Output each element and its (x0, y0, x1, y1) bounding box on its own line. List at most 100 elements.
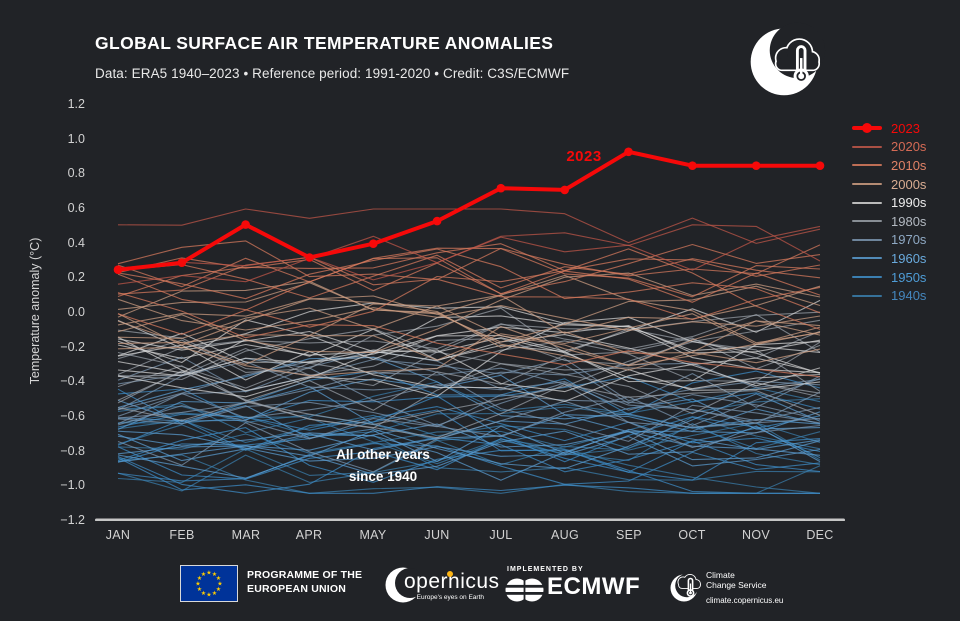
year-line-1970s (117, 358, 821, 417)
year-line-1960s (117, 393, 821, 470)
c3s-footer-icon (668, 568, 704, 609)
ecmwf-wordmark: ECMWF (547, 573, 641, 600)
c3s-logo-icon (744, 18, 826, 105)
year-line-2000s (117, 298, 821, 364)
series-2023-point (177, 258, 187, 267)
year-line-2010s (117, 254, 821, 299)
legend-entry-2023: 2023 (852, 119, 926, 138)
legend-swatch (852, 220, 882, 223)
y-tick-label: 0.0 (67, 305, 85, 319)
legend-swatch (852, 294, 882, 297)
x-axis-line (95, 518, 845, 521)
copernicus-wordmark: opernicus (404, 570, 500, 593)
year-line-1970s (117, 378, 821, 438)
eu-star-icon: ★ (206, 570, 211, 577)
eu-star-icon: ★ (216, 575, 221, 582)
year-line-1980s (117, 311, 821, 381)
eu-flag: ★ ★ ★ ★ ★ ★ ★ ★ ★ ★ ★ ★ (180, 565, 238, 602)
legend-label: 1960s (891, 250, 927, 266)
y-tick-label: 0.2 (67, 270, 85, 284)
year-line-1950s (117, 395, 821, 463)
page-title: GLOBAL SURFACE AIR TEMPERATURE ANOMALIES (95, 33, 554, 53)
year-line-1990s (117, 330, 821, 387)
legend-entry-1980s: 1980s (852, 212, 926, 231)
plot-area (95, 147, 845, 521)
year-line-1990s (117, 316, 821, 397)
series-2023-point (113, 265, 123, 274)
x-tick-label: SEP (616, 528, 642, 542)
year-line-1970s (117, 400, 821, 473)
x-tick-label: APR (295, 528, 323, 542)
copernicus-tagline: Europe's eyes on Earth (416, 594, 484, 601)
legend-swatch (852, 123, 882, 134)
year-line-2010s (117, 248, 821, 314)
legend: 2023 2020s 2010s 2000s 1990s 1980s 1970s 1960s 1… (852, 119, 926, 305)
y-tick-label: 1.0 (67, 132, 85, 146)
x-tick-label: JUN (424, 528, 450, 542)
series-2023-point (496, 183, 506, 193)
series-2023-line (117, 149, 820, 272)
c3s-url: climate.copernicus.eu (706, 596, 784, 605)
legend-label: 1990s (891, 195, 927, 211)
c3s-line2: Change Service (706, 580, 767, 590)
legend-label: 1970s (891, 232, 927, 248)
eu-star-icon: ★ (216, 586, 221, 593)
x-tick-label: MAR (231, 528, 261, 542)
legend-label: 1980s (891, 213, 927, 229)
year-line-1990s (117, 299, 821, 364)
eu-star-icon: ★ (201, 590, 206, 597)
year-line-2000s (117, 320, 821, 377)
y-tick-label: 0.8 (67, 166, 85, 180)
year-line-2010s (117, 243, 821, 295)
implemented-by-label: IMPLEMENTED BY (507, 566, 584, 573)
legend-label: 2020s (891, 139, 927, 155)
x-tick-label: AUG (551, 528, 579, 542)
eu-star-icon: ★ (197, 586, 202, 593)
ecmwf-globe-icon (505, 577, 545, 608)
legend-entry-1990s: 1990s (852, 193, 926, 212)
legend-entry-2020s: 2020s (852, 138, 926, 157)
y-tick-label: −1.0 (60, 478, 85, 492)
year-line-1960s (117, 408, 821, 462)
legend-swatch (852, 238, 882, 241)
legend-swatch-dot (862, 123, 872, 134)
x-tick-label: DEC (806, 528, 834, 542)
year-line-2020s (117, 208, 821, 244)
y-tick-label: −0.6 (60, 409, 85, 423)
year-line-1970s (117, 382, 821, 426)
copernicus-yellow-dot-icon (447, 571, 453, 577)
legend-label: 2010s (891, 157, 927, 173)
series-2023-point (815, 161, 825, 170)
eu-star-icon: ★ (197, 575, 202, 582)
year-line-2020s (117, 224, 821, 285)
year-line-1960s (117, 430, 821, 467)
legend-entry-1960s: 1960s (852, 249, 926, 268)
legend-entry-1950s: 1950s (852, 268, 926, 287)
year-line-2010s (117, 247, 821, 298)
x-tick-label: JUL (489, 528, 513, 542)
series-2023-point (432, 216, 442, 226)
other-years-line1: All other years (336, 447, 430, 462)
x-tick-label: NOV (742, 528, 770, 542)
legend-entry-2010s: 2010s (852, 156, 926, 175)
y-tick-label: −1.2 (60, 513, 85, 527)
year-line-2010s (117, 240, 821, 281)
other-years-annotation: All other years since 1940 (283, 444, 483, 488)
eu-programme-line2: EUROPEAN UNION (247, 582, 347, 595)
copernicus-crescent-icon (385, 564, 425, 611)
y-tick-label: 0.4 (67, 236, 85, 250)
y-tick-label: 0.6 (67, 201, 85, 215)
year-line-1990s (117, 332, 821, 390)
series-2023-point (305, 253, 314, 262)
eu-star-icon: ★ (201, 571, 206, 578)
series-2023-point (751, 161, 761, 170)
x-tick-label: MAY (359, 528, 387, 542)
legend-label: 1940s (891, 288, 927, 304)
other-years-line2: since 1940 (348, 469, 418, 484)
series-2023-point (560, 185, 569, 195)
y-tick-label: −0.8 (60, 444, 85, 458)
eu-star-icon: ★ (217, 581, 222, 588)
series-2023-point (241, 220, 250, 229)
x-tick-label: FEB (169, 528, 195, 542)
year-line-1950s (117, 376, 821, 421)
